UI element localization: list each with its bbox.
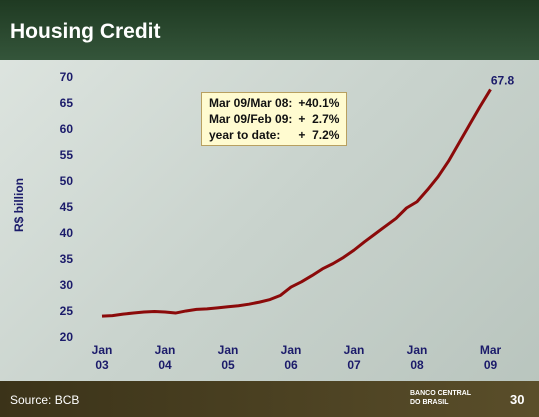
x-tick-label: Jan 03: [91, 343, 113, 372]
y-tick-label: 20: [60, 330, 74, 344]
annotation-cell: year to date:: [209, 128, 281, 142]
source: Source: BCB: [10, 393, 80, 407]
y-tick-label: 35: [60, 252, 74, 266]
header: Housing Credit: [0, 0, 539, 60]
footer: Source: BCB BANCO CENTRAL DO BRASIL 30: [0, 381, 539, 417]
annotation-cell: Mar 09/Mar 08:: [209, 96, 293, 110]
y-axis-label: R$ billion: [12, 178, 26, 232]
y-tick-label: 30: [60, 278, 74, 292]
x-tick-label: Jan 06: [280, 343, 302, 372]
data-line: [101, 88, 492, 318]
y-tick-label: 70: [60, 70, 74, 84]
x-tick-label: Jan 04: [154, 343, 176, 372]
x-tick-label: Jan 07: [343, 343, 365, 372]
annotation-cell: + 2.7%: [298, 112, 340, 126]
page-number: 30: [510, 392, 525, 407]
y-tick-label: 25: [60, 304, 74, 318]
y-tick-label: 50: [60, 174, 74, 188]
y-tick-label: 65: [60, 96, 74, 110]
y-tick-label: 45: [60, 200, 74, 214]
y-tick-label: 60: [60, 122, 74, 136]
y-tick-label: 40: [60, 226, 74, 240]
y-tick-label: 55: [60, 148, 74, 162]
annotation-cell: +40.1%: [298, 96, 340, 110]
annotation-cell: Mar 09/Feb 09:: [209, 112, 293, 126]
slide-title: Housing Credit: [10, 20, 161, 43]
logo: BANCO CENTRAL DO BRASIL: [410, 390, 471, 406]
x-tick-label: Jan 05: [217, 343, 239, 372]
x-tick-label: Jan 08: [406, 343, 428, 372]
x-tick-label: Mar 09: [479, 343, 502, 372]
data-label: 67.8: [491, 74, 515, 88]
annotation-box: Mar 09/Mar 08: +40.1% Mar 09/Feb 09: + 2.7%…: [201, 92, 348, 146]
annotation-cell: + 7.2%: [298, 128, 340, 142]
